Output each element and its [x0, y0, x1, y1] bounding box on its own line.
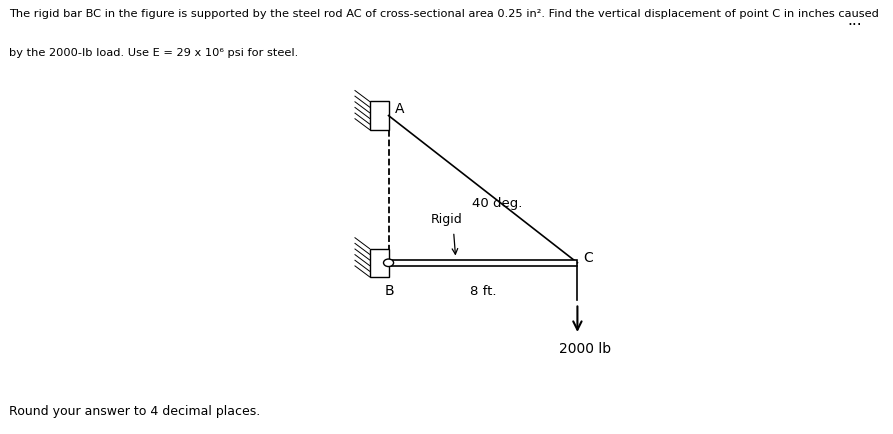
Text: Rigid: Rigid [430, 213, 463, 226]
Bar [370, 102, 388, 130]
Text: B: B [384, 283, 394, 297]
Text: C: C [584, 251, 594, 265]
Text: A: A [395, 102, 405, 116]
Text: The rigid bar BC in the figure is supported by the steel rod AC of cross-section: The rigid bar BC in the figure is suppor… [9, 9, 879, 19]
Text: by the 2000-lb load. Use E = 29 x 10⁶ psi for steel.: by the 2000-lb load. Use E = 29 x 10⁶ ps… [9, 48, 298, 58]
Text: 2000 lb: 2000 lb [558, 341, 611, 355]
Text: 8 ft.: 8 ft. [471, 284, 497, 297]
Bar [388, 260, 578, 266]
Text: ...: ... [847, 13, 862, 28]
Bar [370, 249, 388, 277]
Text: Round your answer to 4 decimal places.: Round your answer to 4 decimal places. [9, 404, 260, 417]
Circle shape [383, 260, 394, 267]
Text: 40 deg.: 40 deg. [472, 197, 523, 210]
